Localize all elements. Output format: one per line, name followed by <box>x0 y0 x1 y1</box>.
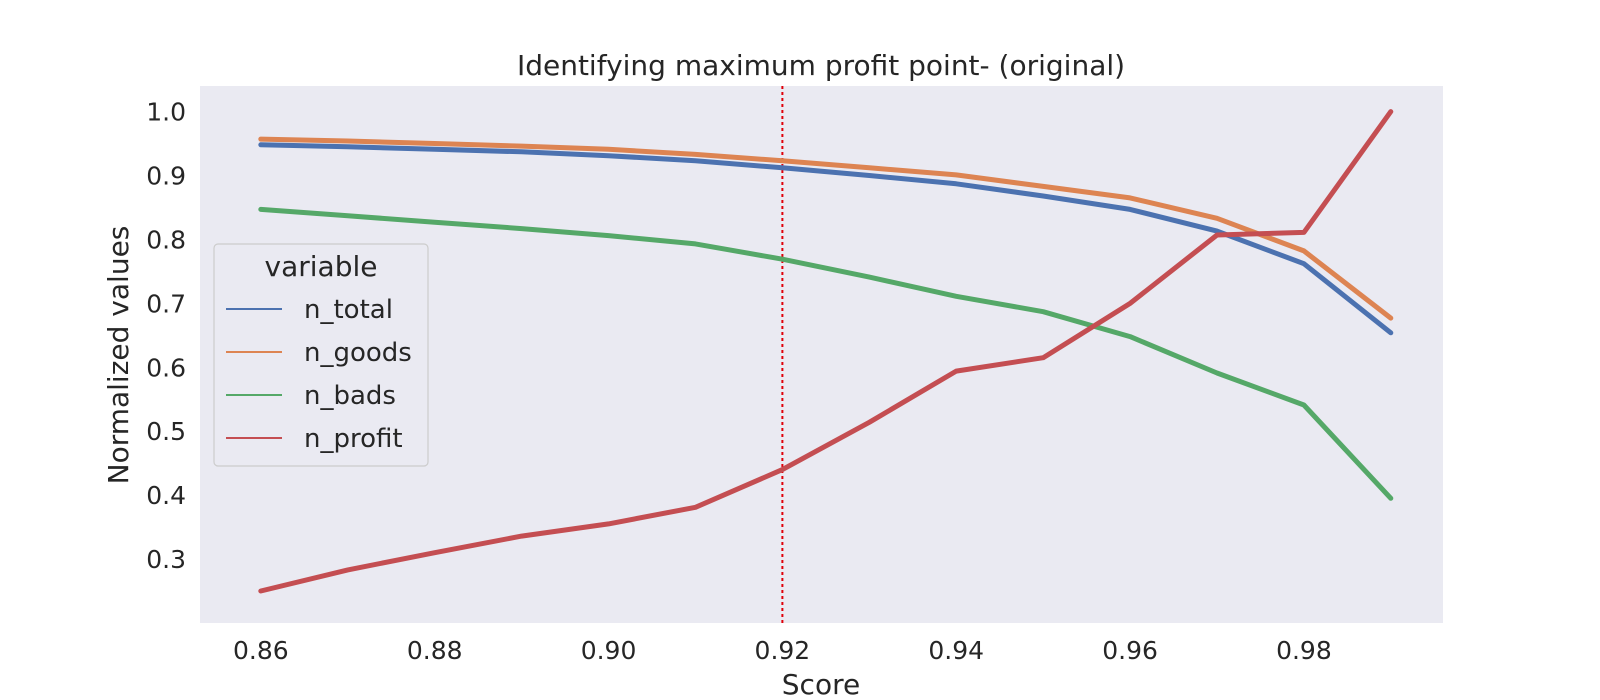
x-tick-label: 0.92 <box>755 636 811 665</box>
y-tick-labels: 0.3 0.4 0.5 0.6 0.7 0.8 0.9 1.0 <box>146 98 186 575</box>
y-tick-label: 0.9 <box>146 162 186 191</box>
legend: variable n_total n_goods n_bads n_profit <box>214 244 428 466</box>
x-tick-label: 0.98 <box>1276 636 1332 665</box>
legend-label-n-profit: n_profit <box>304 424 403 454</box>
y-axis-label: Normalized values <box>102 226 135 485</box>
y-tick-label: 0.6 <box>146 353 186 382</box>
x-axis-label: Score <box>782 668 860 700</box>
x-tick-label: 0.94 <box>928 636 984 665</box>
y-tick-label: 0.7 <box>146 289 186 318</box>
legend-label-n-bads: n_bads <box>304 381 396 411</box>
x-tick-label: 0.96 <box>1102 636 1158 665</box>
chart-title: Identifying maximum profit point- (origi… <box>517 49 1125 82</box>
legend-label-n-total: n_total <box>304 295 393 325</box>
y-tick-label: 0.5 <box>146 417 186 446</box>
x-tick-label: 0.90 <box>581 636 637 665</box>
y-tick-label: 0.4 <box>146 481 186 510</box>
x-tick-labels: 0.86 0.88 0.90 0.92 0.94 0.96 0.98 <box>233 636 1332 665</box>
y-tick-label: 0.3 <box>146 545 186 574</box>
x-tick-label: 0.86 <box>233 636 289 665</box>
legend-title: variable <box>265 250 378 283</box>
x-tick-label: 0.88 <box>407 636 463 665</box>
legend-label-n-goods: n_goods <box>304 338 412 368</box>
y-tick-label: 0.8 <box>146 225 186 254</box>
y-tick-label: 1.0 <box>146 98 186 127</box>
